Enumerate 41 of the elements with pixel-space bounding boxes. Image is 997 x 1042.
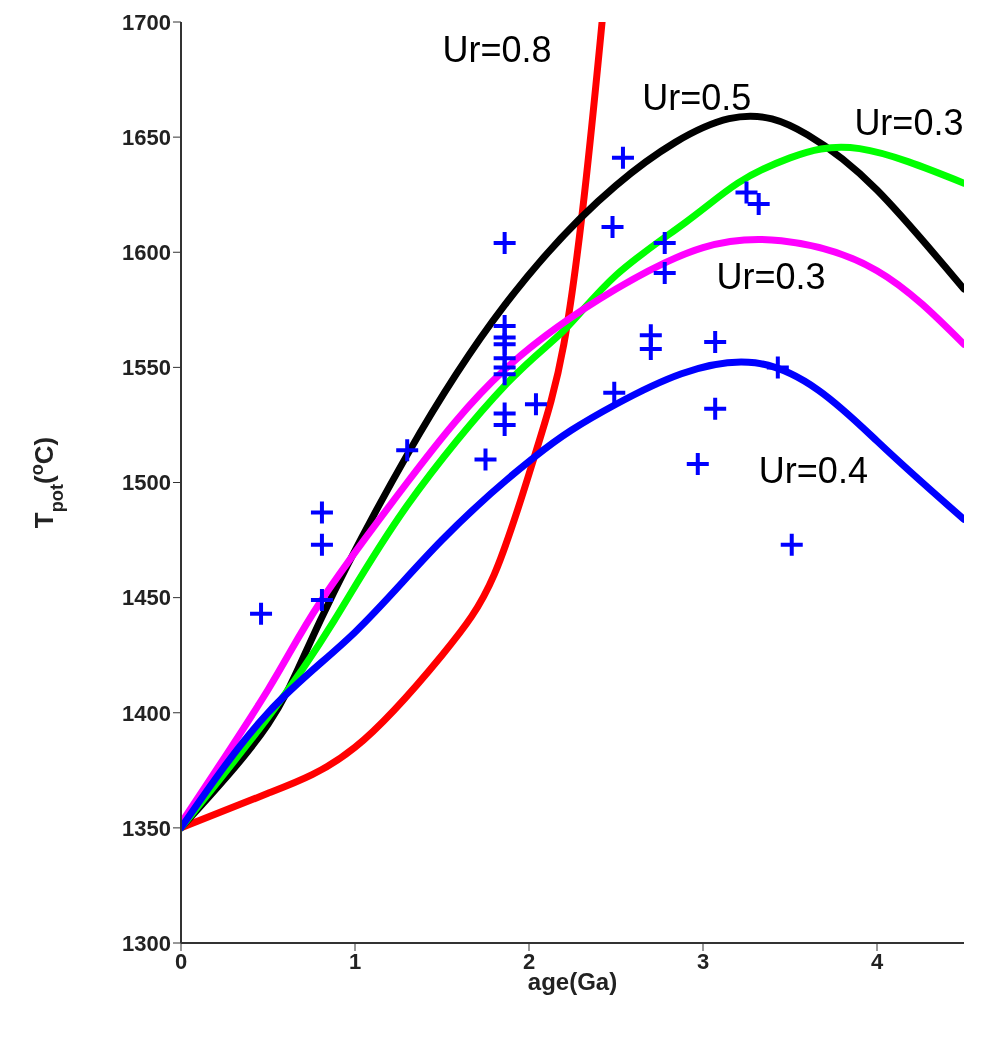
y-tick-label: 1650 [122,124,171,150]
y-tick-label: 1450 [122,585,171,611]
annotation: Ur=0.3 [854,102,964,144]
point [686,453,709,476]
point [653,261,676,284]
point [603,381,626,404]
point [780,533,803,556]
y-tick-label: 1400 [122,700,171,726]
point [704,331,727,354]
point [396,439,419,462]
point [474,448,497,471]
x-tick-label: 0 [174,948,188,974]
annotation: Ur=0.3 [716,256,826,298]
x-tick-label: 3 [696,948,710,974]
y-tick-label: 1600 [122,240,171,266]
y-tick-label: 1700 [122,9,171,35]
point [310,533,333,556]
y-tick-label: 1300 [122,930,171,956]
y-tick-label: 1350 [122,815,171,841]
y-tick-label: 1550 [122,355,171,381]
point [493,232,516,255]
point [735,181,758,204]
annotation: Ur=0.5 [642,77,752,119]
point [310,588,333,611]
annotation: Ur=0.8 [442,28,552,70]
point [310,501,333,524]
point [747,192,770,215]
point [250,602,273,625]
point [524,393,547,416]
annotation: Ur=0.4 [758,450,868,492]
point [493,413,516,436]
point [493,363,516,386]
x-tick-label: 1 [348,948,362,974]
point [653,232,676,255]
point [639,337,662,360]
point [601,215,624,238]
point [704,397,727,420]
point [611,146,634,169]
x-tick-label: 4 [870,948,884,974]
y-tick-label: 1500 [122,470,171,496]
point [766,356,789,379]
